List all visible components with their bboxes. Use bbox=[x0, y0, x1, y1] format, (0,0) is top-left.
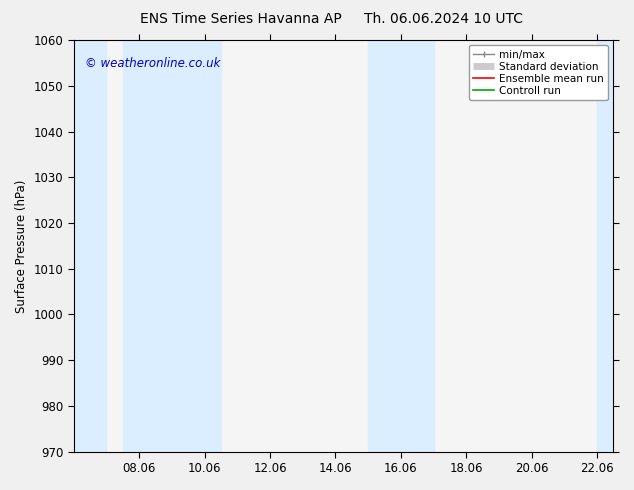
Text: © weatheronline.co.uk: © weatheronline.co.uk bbox=[84, 57, 220, 70]
Legend: min/max, Standard deviation, Ensemble mean run, Controll run: min/max, Standard deviation, Ensemble me… bbox=[469, 46, 608, 100]
Text: ENS Time Series Havanna AP: ENS Time Series Havanna AP bbox=[140, 12, 342, 26]
Bar bbox=[123, 40, 221, 452]
Bar bbox=[368, 40, 434, 452]
Bar bbox=[74, 40, 107, 452]
Text: Th. 06.06.2024 10 UTC: Th. 06.06.2024 10 UTC bbox=[365, 12, 523, 26]
Bar bbox=[597, 40, 614, 452]
Y-axis label: Surface Pressure (hPa): Surface Pressure (hPa) bbox=[15, 179, 28, 313]
